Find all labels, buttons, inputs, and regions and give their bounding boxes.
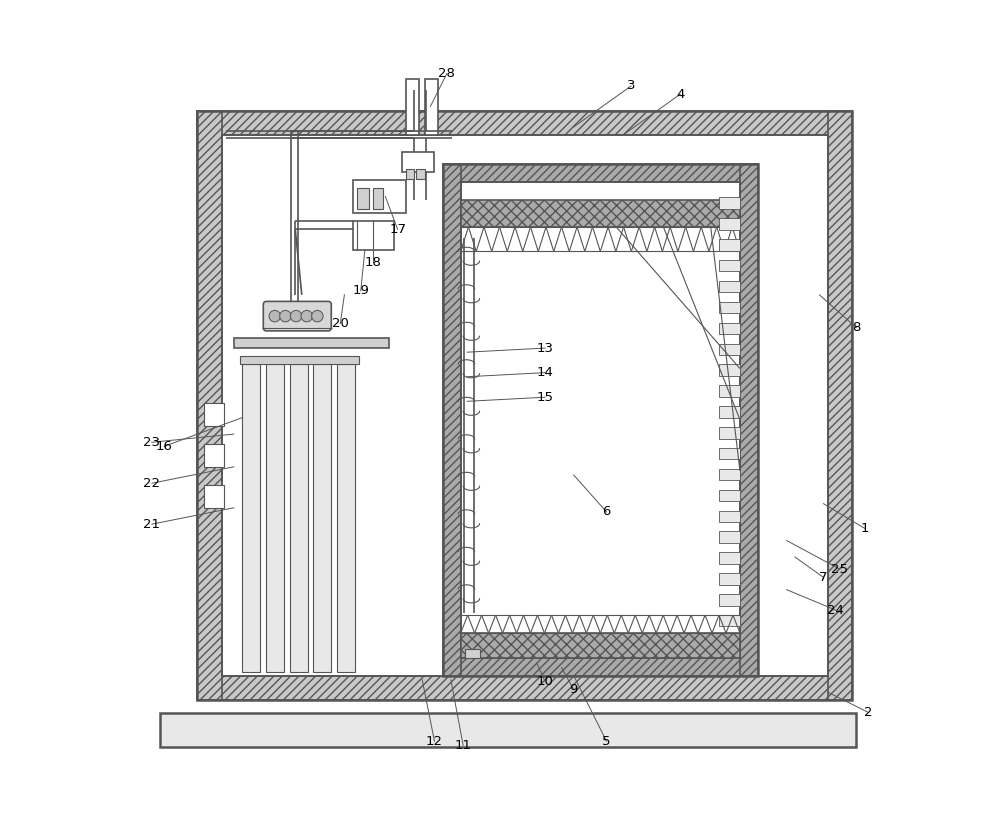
Text: 12: 12 — [426, 735, 443, 748]
Bar — [337, 364, 355, 672]
Text: 18: 18 — [365, 256, 381, 269]
Text: 13: 13 — [537, 342, 554, 355]
Bar — [719, 510, 740, 522]
Bar — [402, 152, 434, 172]
Text: 19: 19 — [352, 284, 369, 297]
Bar — [719, 343, 740, 355]
Bar — [222, 135, 828, 676]
Bar — [416, 169, 425, 179]
Text: 20: 20 — [332, 317, 349, 330]
Bar — [204, 403, 224, 426]
Bar — [313, 364, 331, 672]
Bar — [240, 356, 359, 364]
Bar — [406, 79, 419, 135]
Text: 2: 2 — [864, 706, 873, 719]
Bar — [719, 532, 740, 543]
Circle shape — [280, 310, 291, 322]
Bar — [740, 164, 758, 676]
Text: 1: 1 — [860, 522, 869, 535]
Bar — [461, 200, 740, 227]
Bar — [719, 218, 740, 229]
Bar — [719, 552, 740, 563]
Text: 24: 24 — [827, 604, 844, 617]
Bar — [719, 448, 740, 459]
Bar — [443, 164, 758, 676]
Bar — [719, 594, 740, 605]
Bar — [719, 468, 740, 480]
Text: 28: 28 — [438, 67, 455, 80]
Text: 15: 15 — [537, 391, 554, 404]
Circle shape — [312, 310, 323, 322]
Bar — [461, 182, 740, 658]
Text: 7: 7 — [819, 571, 828, 584]
Bar — [719, 281, 740, 292]
Text: 23: 23 — [143, 436, 160, 449]
Bar — [719, 301, 740, 313]
Text: 3: 3 — [627, 79, 635, 93]
Text: 6: 6 — [602, 505, 611, 518]
Bar — [197, 111, 852, 700]
Bar — [719, 490, 740, 501]
Bar — [465, 649, 480, 658]
Bar — [242, 364, 260, 672]
Circle shape — [269, 310, 281, 322]
Bar — [406, 169, 414, 179]
Bar — [357, 188, 369, 209]
Text: 21: 21 — [143, 518, 160, 531]
Text: 14: 14 — [537, 366, 553, 379]
Bar — [719, 260, 740, 271]
Text: 4: 4 — [676, 88, 684, 101]
Text: 16: 16 — [156, 440, 173, 453]
Bar — [443, 164, 461, 676]
Bar — [461, 633, 740, 658]
Bar — [373, 188, 383, 209]
Text: 22: 22 — [143, 477, 160, 490]
Bar — [719, 239, 740, 251]
Circle shape — [301, 310, 312, 322]
Bar — [197, 676, 852, 700]
Bar — [719, 636, 740, 647]
Bar — [828, 111, 852, 700]
Bar — [353, 221, 394, 250]
Bar — [443, 658, 758, 676]
Bar — [719, 573, 740, 585]
Text: 10: 10 — [537, 675, 553, 688]
Text: 9: 9 — [570, 683, 578, 696]
Bar — [204, 485, 224, 508]
FancyBboxPatch shape — [263, 301, 331, 331]
Bar — [266, 364, 284, 672]
Text: 8: 8 — [852, 321, 860, 334]
Text: 17: 17 — [389, 223, 406, 236]
Bar — [290, 364, 308, 672]
Bar — [234, 338, 389, 348]
Bar — [204, 444, 224, 467]
Bar — [719, 615, 740, 627]
Bar — [719, 427, 740, 438]
Bar — [197, 111, 222, 700]
Bar — [160, 713, 856, 747]
Text: 25: 25 — [831, 563, 848, 576]
Bar — [719, 406, 740, 418]
Circle shape — [290, 310, 302, 322]
Bar — [719, 323, 740, 334]
Bar — [425, 79, 438, 135]
Bar — [719, 385, 740, 396]
Bar — [353, 180, 406, 213]
Text: 5: 5 — [602, 735, 611, 748]
Bar — [719, 197, 740, 209]
Bar — [443, 164, 758, 182]
Bar — [719, 364, 740, 376]
Text: 11: 11 — [455, 739, 472, 752]
Bar — [197, 111, 852, 135]
